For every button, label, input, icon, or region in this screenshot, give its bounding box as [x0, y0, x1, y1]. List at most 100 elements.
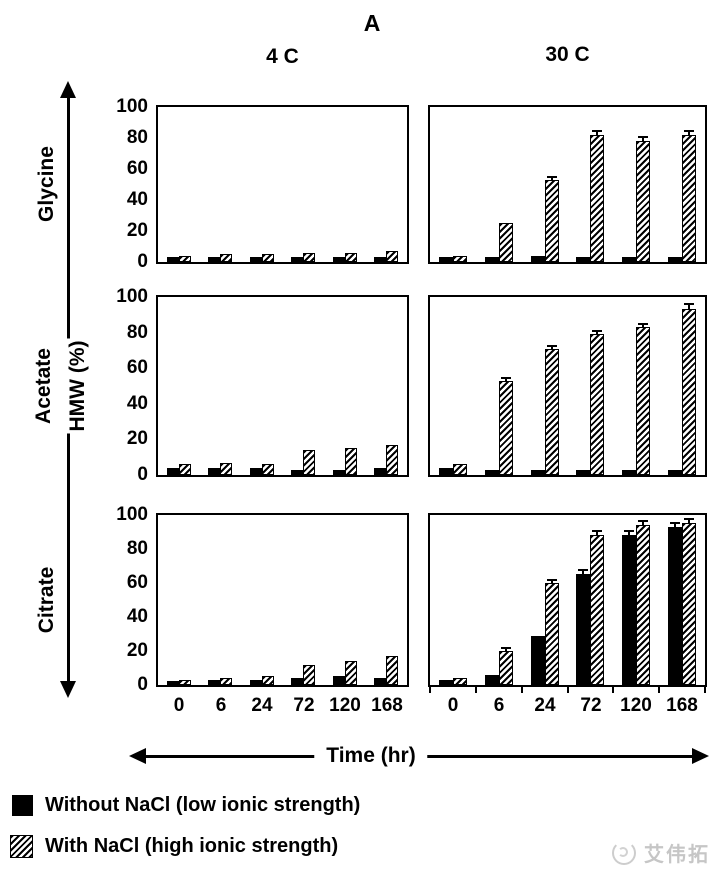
bar-with-nacl [590, 535, 604, 685]
y-tick-label: 60 [126, 158, 148, 179]
x-tick-label: 6 [493, 695, 505, 716]
chart-panel-acetate-30c [428, 295, 707, 477]
bar-with-nacl [179, 464, 191, 475]
bar-without-nacl [531, 470, 545, 475]
error-bar-stem [642, 323, 644, 327]
y-tick-label: 80 [126, 538, 148, 559]
chart-panel-glycine-4c: 100 80 60 40 20 0 [116, 96, 409, 272]
bar-with-nacl [545, 349, 559, 475]
legend-item-without-nacl: Without NaCl (low ionic strength) [12, 794, 360, 817]
error-bar-stem [596, 330, 598, 334]
bar-without-nacl [576, 470, 590, 475]
bar-with-nacl [545, 583, 559, 685]
error-bar-stem [688, 518, 690, 523]
y-tick-label: 80 [126, 322, 148, 343]
error-bar-stem [688, 303, 690, 309]
column-header-30c: 30 C [545, 43, 590, 66]
row-label-acetate: Acetate [32, 348, 55, 424]
bar-without-nacl [167, 468, 179, 475]
bar-without-nacl [167, 681, 179, 685]
bar-without-nacl [250, 680, 262, 685]
row-label-glycine: Glycine [35, 146, 58, 222]
y-tick-label: 20 [126, 220, 148, 241]
error-bar-stem [551, 345, 553, 349]
y-tick-label: 100 [116, 96, 148, 117]
bar-without-nacl [485, 257, 499, 262]
bar-with-nacl [179, 680, 191, 685]
y-tick-label: 40 [126, 393, 148, 414]
bar-with-nacl [262, 464, 274, 475]
bar-without-nacl [622, 257, 636, 262]
x-axis-tick [658, 685, 660, 693]
y-tick-label: 0 [137, 464, 148, 485]
bar-without-nacl [291, 470, 303, 475]
bar-with-nacl [179, 256, 191, 262]
figure-panel-label: A [363, 10, 381, 36]
x-tick-label: 168 [666, 695, 698, 716]
bar-without-nacl [485, 470, 499, 475]
bar-without-nacl [576, 257, 590, 262]
y-axis-label: HMW (%) [58, 338, 98, 434]
bar-with-nacl [453, 256, 467, 262]
bar-with-nacl [636, 327, 650, 475]
bar-without-nacl [374, 468, 386, 475]
error-bar-stem [688, 130, 690, 135]
bar-without-nacl [333, 257, 345, 262]
bar-without-nacl [208, 468, 220, 475]
bar-without-nacl [250, 468, 262, 475]
bar-with-nacl [682, 135, 696, 262]
legend-swatch-hatch [10, 835, 33, 858]
bar-without-nacl [668, 257, 682, 262]
watermark-logo-icon [612, 840, 636, 865]
y-tick-label: 100 [116, 504, 148, 525]
x-axis-tick [567, 685, 569, 693]
legend-item-with-nacl: With NaCl (high ionic strength) [10, 835, 338, 858]
bar-without-nacl [531, 636, 545, 685]
x-axis-tick [521, 685, 523, 693]
y-tick-label: 0 [137, 251, 148, 272]
y-tick-label: 60 [126, 572, 148, 593]
arrow-up-icon [60, 81, 76, 98]
watermark-text: 艾伟拓 [644, 844, 710, 866]
chart-panel-citrate-4c: 100 80 60 40 20 0 0 6 24 72 120 168 [116, 504, 409, 716]
y-tick-label: 40 [126, 606, 148, 627]
watermark: 艾伟拓 [612, 838, 710, 867]
bar-with-nacl [345, 253, 357, 262]
bar-with-nacl [499, 381, 513, 475]
y-tick-label: 80 [126, 127, 148, 148]
error-bar-stem [505, 647, 507, 651]
bar-without-nacl [622, 535, 636, 685]
bar-without-nacl [485, 675, 499, 685]
bar-with-nacl [303, 450, 315, 475]
bar-without-nacl [439, 257, 453, 262]
y-tick-label: 20 [126, 428, 148, 449]
bar-with-nacl [590, 334, 604, 475]
x-axis-tick [429, 685, 431, 693]
bar-without-nacl [374, 257, 386, 262]
legend-swatch-solid [12, 795, 33, 816]
x-tick-label: 6 [215, 695, 227, 716]
error-bar-stem [642, 520, 644, 525]
x-axis-tick [704, 685, 706, 693]
y-tick-label: 20 [126, 640, 148, 661]
bar-without-nacl [333, 470, 345, 475]
bar-without-nacl [439, 680, 453, 685]
bar-without-nacl [668, 470, 682, 475]
bar-without-nacl [250, 257, 262, 262]
x-tick-label: 168 [371, 695, 403, 716]
bar-with-nacl [636, 525, 650, 685]
bar-without-nacl [531, 256, 545, 262]
bar-without-nacl [291, 678, 303, 685]
error-bar-stem [596, 530, 598, 535]
x-tick-label: 72 [580, 695, 602, 716]
error-bar-stem [596, 130, 598, 135]
bar-without-nacl [333, 676, 345, 685]
arrow-left-icon [129, 748, 146, 764]
error-bar-stem [628, 530, 630, 535]
x-tick-label: 24 [251, 695, 273, 716]
x-tick-label: 72 [293, 695, 315, 716]
legend-label: Without NaCl (low ionic strength) [45, 794, 361, 816]
x-axis-label: Time (hr) [314, 744, 428, 768]
bar-with-nacl [636, 141, 650, 262]
